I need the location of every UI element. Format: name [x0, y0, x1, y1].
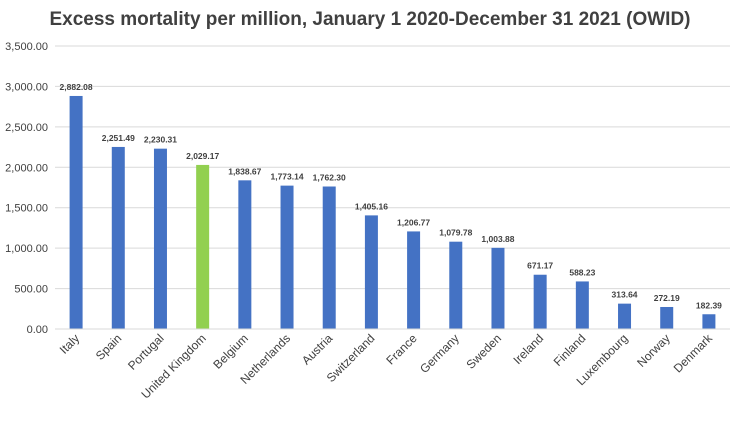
data-label: 588.23 [569, 267, 595, 277]
x-tick-label: Belgium [210, 331, 251, 372]
bars [69, 95, 716, 329]
y-tick-label: 3,000.00 [5, 81, 48, 93]
bar [407, 231, 421, 329]
x-tick-label: Austria [299, 331, 336, 368]
bar [660, 306, 674, 329]
bar [322, 186, 336, 329]
bar [69, 95, 83, 329]
bar [491, 247, 505, 329]
y-tick-label: 500.00 [14, 284, 48, 296]
x-tick-label: Denmark [671, 331, 716, 376]
y-axis-ticks: 0.00 500.00 1,000.00 1,500.00 2,000.00 2,500.… [5, 41, 48, 336]
bar [364, 215, 378, 329]
x-tick-label: Portugal [125, 331, 167, 373]
y-tick-label: 1,000.00 [5, 243, 48, 255]
data-label: 1,838.67 [228, 166, 261, 176]
x-tick-label: Germany [417, 331, 462, 376]
data-label: 671.17 [527, 261, 553, 271]
y-tick-label: 2,500.00 [5, 122, 48, 134]
bar [575, 281, 589, 329]
data-label: 2,230.31 [144, 135, 177, 145]
x-tick-label: Italy [57, 331, 82, 356]
bar [238, 180, 252, 329]
gridlines [55, 45, 730, 290]
data-label: 1,762.30 [313, 173, 346, 183]
bar [280, 185, 294, 329]
x-tick-label: Spain [93, 331, 125, 363]
x-tick-label: Sweden [464, 331, 505, 372]
y-tick-label: 3,500.00 [5, 41, 48, 53]
data-label: 2,251.49 [102, 133, 135, 143]
bar [196, 164, 210, 329]
bar [533, 274, 547, 329]
chart-title: Excess mortality per million, January 1 … [49, 9, 690, 30]
x-tick-label: Finland [551, 331, 589, 369]
y-tick-label: 1,500.00 [5, 203, 48, 215]
data-label: 1,079.78 [439, 228, 472, 238]
x-tick-label: Ireland [510, 331, 546, 367]
bar [153, 148, 167, 329]
y-tick-label: 0.00 [27, 324, 48, 336]
bar [618, 303, 632, 329]
bar [111, 146, 125, 329]
bar [702, 314, 716, 329]
bar [449, 241, 463, 329]
data-label: 182.39 [696, 300, 722, 310]
data-label: 272.19 [654, 293, 680, 303]
data-label: 313.64 [612, 290, 638, 300]
data-label: 1,003.88 [481, 234, 514, 244]
data-label: 2,882.08 [60, 82, 93, 92]
data-label: 1,773.14 [270, 172, 303, 182]
data-label: 1,405.16 [355, 201, 388, 211]
y-tick-label: 2,000.00 [5, 162, 48, 174]
data-label: 2,029.17 [186, 151, 219, 161]
x-tick-label: Norway [634, 331, 673, 370]
data-label: 1,206.77 [397, 217, 430, 227]
x-tick-label: France [383, 331, 420, 368]
data-labels: 2,882.08 2,251.49 2,230.31 2,029.17 1,838.67… [60, 82, 723, 310]
